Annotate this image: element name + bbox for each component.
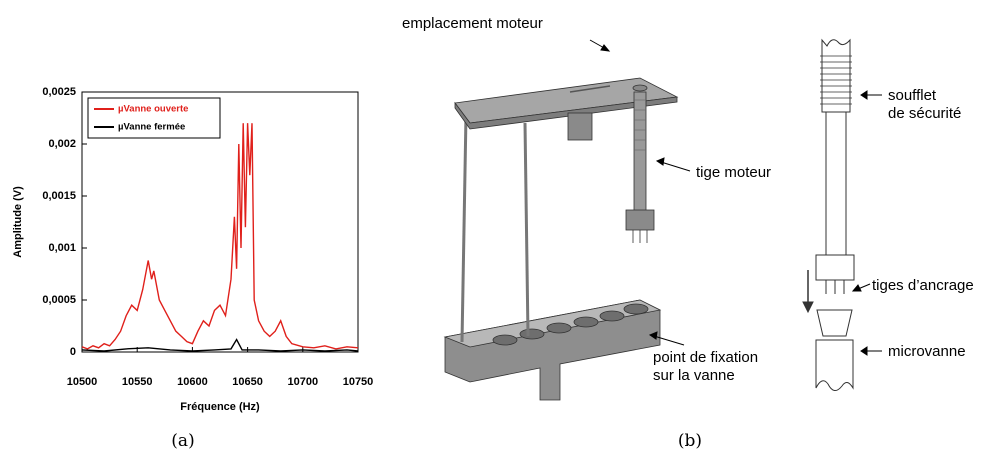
chart: 0 0,0005 0,001 0,0015 0,002 0,0025 10500 10550 1…	[12, 86, 373, 413]
series-line	[81, 123, 359, 350]
diagram-label: sur la vanne	[653, 367, 735, 384]
y-tick-label: 0	[70, 346, 76, 358]
caption: (b)	[678, 431, 702, 451]
legend-label: µVanne ouverte	[118, 104, 188, 115]
plot-area	[81, 91, 359, 353]
x-tick-label: 10500	[67, 376, 98, 388]
x-tick-label: 10650	[232, 376, 263, 388]
legend-label: µVanne fermée	[118, 122, 185, 133]
caption: (a)	[171, 431, 194, 451]
legend-box	[87, 97, 221, 139]
diagram-label: soufflet	[888, 87, 937, 104]
diagram-label: tige moteur	[696, 164, 771, 181]
x-tick-label: 10700	[288, 376, 319, 388]
y-tick-label: 0,0015	[42, 190, 76, 202]
y-tick-label: 0,0025	[42, 86, 76, 98]
x-tick-label: 10600	[177, 376, 208, 388]
x-tick-label: 10550	[122, 376, 153, 388]
arrows	[589, 39, 882, 356]
y-tick-label: 0,0005	[42, 294, 76, 306]
y-tick-label: 0,002	[48, 138, 76, 150]
y-axis-label: Amplitude (V)	[12, 186, 24, 258]
diagram-label: emplacement moteur	[402, 15, 543, 32]
apparatus	[443, 77, 679, 401]
diagram-label: tiges d’ancrage	[872, 277, 974, 294]
y-tick-label: 0,001	[48, 242, 76, 254]
x-tick-label: 10750	[343, 376, 374, 388]
diagram-label: microvanne	[888, 343, 966, 360]
valve-drawing	[802, 38, 855, 391]
series-line	[81, 338, 359, 352]
diagram-label: de sécurité	[888, 105, 961, 122]
diagram-label: point de fixation	[653, 349, 758, 366]
x-axis-label: Fréquence (Hz)	[180, 401, 260, 413]
